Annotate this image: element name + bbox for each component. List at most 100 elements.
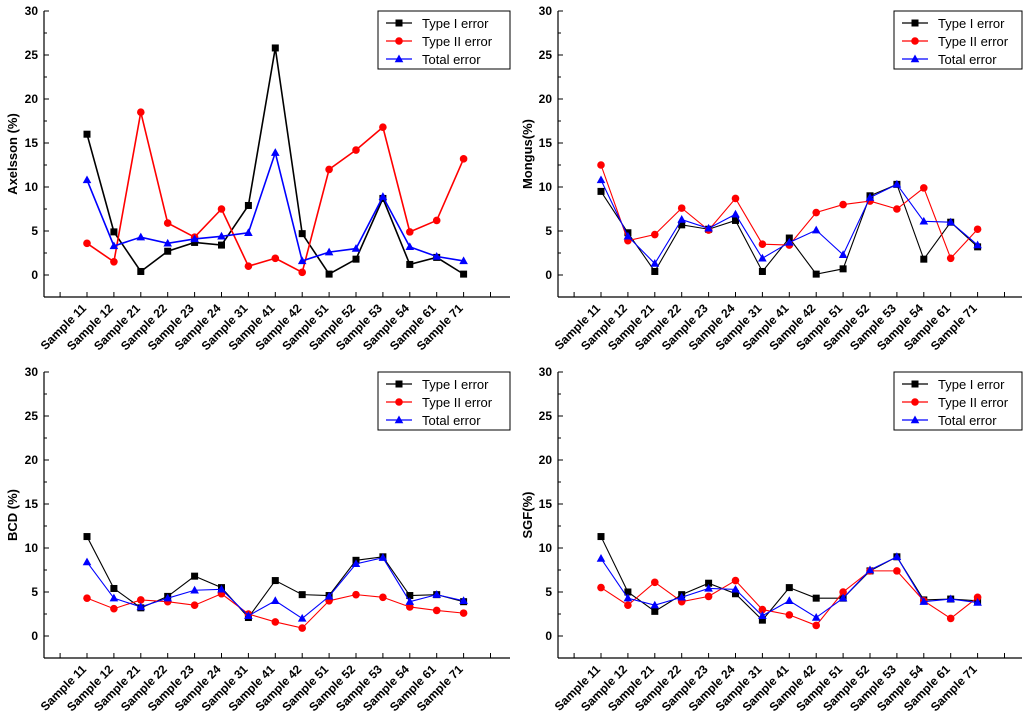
data-point (597, 187, 605, 195)
data-point (110, 604, 118, 613)
data-point (163, 238, 172, 247)
legend-label: Type I error (938, 16, 1005, 31)
y-tick-label: 25 (25, 48, 39, 62)
data-point (217, 584, 226, 593)
legend-label: Total error (422, 52, 481, 67)
data-point (920, 255, 928, 263)
data-point (596, 554, 606, 562)
data-point (758, 616, 766, 624)
data-point (271, 596, 280, 604)
legend-marker (911, 380, 919, 388)
data-point (459, 155, 468, 163)
series-line-3 (86, 149, 464, 262)
y-tick-label: 15 (539, 497, 553, 511)
data-point (297, 256, 307, 265)
data-point (83, 594, 91, 602)
data-point (379, 123, 387, 131)
y-tick-label: 0 (545, 268, 552, 282)
data-point (82, 175, 92, 184)
data-point (190, 234, 199, 243)
y-tick-label: 25 (539, 48, 553, 62)
data-point (865, 565, 875, 574)
data-point (352, 590, 360, 599)
legend-marker (911, 19, 919, 27)
data-point (217, 205, 226, 213)
legend-marker (395, 37, 403, 45)
data-point (271, 44, 279, 52)
data-point (298, 230, 306, 238)
data-point (651, 230, 659, 239)
data-point (271, 254, 280, 263)
data-point (244, 611, 253, 619)
data-point (460, 270, 468, 278)
data-point (459, 596, 468, 604)
data-point (919, 597, 929, 605)
data-point (731, 194, 740, 203)
data-point (459, 256, 468, 265)
data-point (651, 578, 659, 587)
legend-marker (911, 37, 919, 45)
data-point (785, 237, 794, 246)
data-point (946, 614, 955, 623)
data-point (946, 594, 955, 603)
data-point (597, 161, 605, 169)
legend-marker (394, 54, 404, 63)
data-point (705, 579, 713, 587)
data-point (812, 621, 820, 630)
data-point (919, 216, 929, 225)
legend-marker (395, 380, 403, 388)
data-point (677, 215, 686, 223)
data-point (785, 584, 793, 592)
data-point (378, 192, 388, 200)
data-point (758, 240, 767, 248)
data-point (811, 613, 821, 621)
data-point (973, 598, 982, 606)
data-point (946, 254, 955, 263)
data-point (137, 596, 145, 604)
data-point (432, 252, 441, 260)
data-point (946, 217, 955, 226)
data-point (839, 588, 847, 596)
data-point (137, 108, 145, 116)
y-tick-label: 0 (545, 629, 552, 643)
data-point (405, 597, 415, 605)
data-point (785, 596, 794, 604)
data-point (838, 593, 848, 602)
data-point (110, 584, 118, 592)
y-tick-label: 10 (539, 180, 553, 194)
data-point (732, 216, 739, 224)
data-point (812, 594, 820, 602)
data-point (136, 232, 146, 241)
y-tick-label: 0 (31, 629, 38, 643)
data-point (973, 240, 982, 249)
y-tick-label: 30 (25, 4, 39, 18)
legend-label: Type II error (422, 34, 493, 49)
data-point (651, 607, 659, 615)
legend-label: Type II error (422, 395, 493, 410)
y-tick-label: 0 (31, 268, 38, 282)
data-point (839, 265, 847, 273)
data-point (731, 584, 740, 593)
data-point (137, 267, 145, 275)
data-point (758, 267, 766, 275)
data-point (324, 591, 334, 600)
legend-marker (910, 54, 920, 63)
data-point (164, 247, 172, 255)
data-point (379, 593, 387, 602)
y-tick-label: 15 (25, 136, 39, 150)
data-point (405, 242, 415, 251)
data-point (83, 130, 91, 138)
data-point (271, 577, 279, 585)
data-point (893, 205, 901, 213)
data-point (406, 603, 414, 611)
legend-label: Type I error (938, 377, 1005, 392)
legend-label: Type I error (422, 377, 489, 392)
y-tick-label: 10 (539, 541, 553, 555)
legend-label: Total error (422, 413, 481, 428)
data-point (812, 208, 820, 217)
legend-label: Type I error (422, 16, 489, 31)
data-point (651, 267, 659, 275)
y-tick-label: 30 (539, 4, 553, 18)
